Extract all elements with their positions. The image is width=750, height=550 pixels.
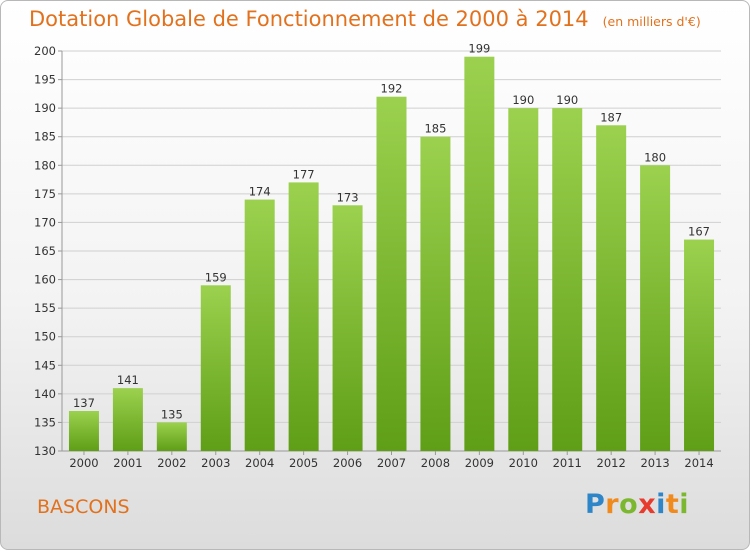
x-tick-label: 2013 bbox=[640, 456, 669, 470]
bar bbox=[112, 388, 143, 451]
bar bbox=[376, 96, 407, 451]
bar-value-label: 141 bbox=[117, 373, 139, 387]
y-tick-label: 190 bbox=[34, 101, 56, 115]
y-tick-label: 195 bbox=[34, 73, 56, 87]
chart-unit-text: (en milliers d'€) bbox=[602, 14, 701, 29]
y-tick-label: 135 bbox=[34, 415, 56, 429]
x-tick-label: 2012 bbox=[597, 456, 626, 470]
y-tick-label: 175 bbox=[34, 187, 56, 201]
bar-value-label: 174 bbox=[249, 185, 271, 199]
bar-value-label: 190 bbox=[512, 93, 534, 107]
x-tick-label: 2007 bbox=[377, 456, 406, 470]
y-tick-label: 180 bbox=[34, 158, 56, 172]
bar bbox=[68, 411, 99, 451]
y-tick-label: 140 bbox=[34, 387, 56, 401]
bar-value-label: 192 bbox=[381, 82, 403, 96]
bar bbox=[200, 285, 231, 451]
bar-value-label: 167 bbox=[688, 225, 710, 239]
proxiti-logo: Proxiti bbox=[585, 489, 690, 520]
bar bbox=[596, 125, 627, 452]
bar bbox=[420, 136, 451, 451]
chart-title-text: Dotation Globale de Fonctionnement de 20… bbox=[29, 7, 589, 31]
x-tick-label: 2001 bbox=[113, 456, 142, 470]
labels: 137 2000 141 2001 135 2002 159 2003 174 2004 177 20… bbox=[69, 42, 713, 470]
bar-value-label: 187 bbox=[600, 110, 622, 124]
bar-value-label: 135 bbox=[161, 407, 183, 421]
bar-value-label: 137 bbox=[73, 396, 95, 410]
y-tick-label: 145 bbox=[34, 358, 56, 372]
bar-value-label: 177 bbox=[293, 167, 315, 181]
x-tick-label: 2008 bbox=[421, 456, 450, 470]
bar bbox=[640, 165, 671, 452]
bar-value-label: 173 bbox=[337, 190, 359, 204]
bar-value-label: 190 bbox=[556, 93, 578, 107]
bar bbox=[552, 108, 583, 452]
x-tick-label: 2005 bbox=[289, 456, 318, 470]
y-tick-label: 185 bbox=[34, 130, 56, 144]
bar-value-label: 199 bbox=[468, 42, 490, 56]
bar bbox=[156, 422, 187, 451]
x-tick-label: 2010 bbox=[509, 456, 538, 470]
x-tick-label: 2006 bbox=[333, 456, 362, 470]
x-tick-label: 2009 bbox=[465, 456, 494, 470]
bar bbox=[288, 182, 319, 451]
bar bbox=[508, 108, 539, 452]
y-tick-label: 130 bbox=[34, 444, 56, 458]
bars bbox=[68, 56, 715, 452]
x-tick-label: 2004 bbox=[245, 456, 274, 470]
y-tick-label: 200 bbox=[34, 44, 56, 58]
bar-value-label: 180 bbox=[644, 150, 666, 164]
bar bbox=[464, 56, 495, 451]
bar-value-label: 159 bbox=[205, 270, 227, 284]
bar-value-label: 185 bbox=[424, 122, 446, 136]
bar bbox=[244, 199, 275, 451]
y-tick-label: 150 bbox=[34, 330, 56, 344]
x-tick-label: 2003 bbox=[201, 456, 230, 470]
y-tick-label: 165 bbox=[34, 244, 56, 258]
y-tick-label: 170 bbox=[34, 215, 56, 229]
y-tick-label: 160 bbox=[34, 273, 56, 287]
x-tick-label: 2002 bbox=[157, 456, 186, 470]
commune-name: BASCONS bbox=[37, 496, 130, 518]
x-tick-label: 2011 bbox=[553, 456, 582, 470]
bar bbox=[332, 205, 363, 451]
bar bbox=[684, 239, 715, 451]
y-tick-label: 155 bbox=[34, 301, 56, 315]
chart-title: Dotation Globale de Fonctionnement de 20… bbox=[29, 7, 701, 31]
x-tick-label: 2000 bbox=[69, 456, 98, 470]
x-tick-label: 2014 bbox=[684, 456, 713, 470]
